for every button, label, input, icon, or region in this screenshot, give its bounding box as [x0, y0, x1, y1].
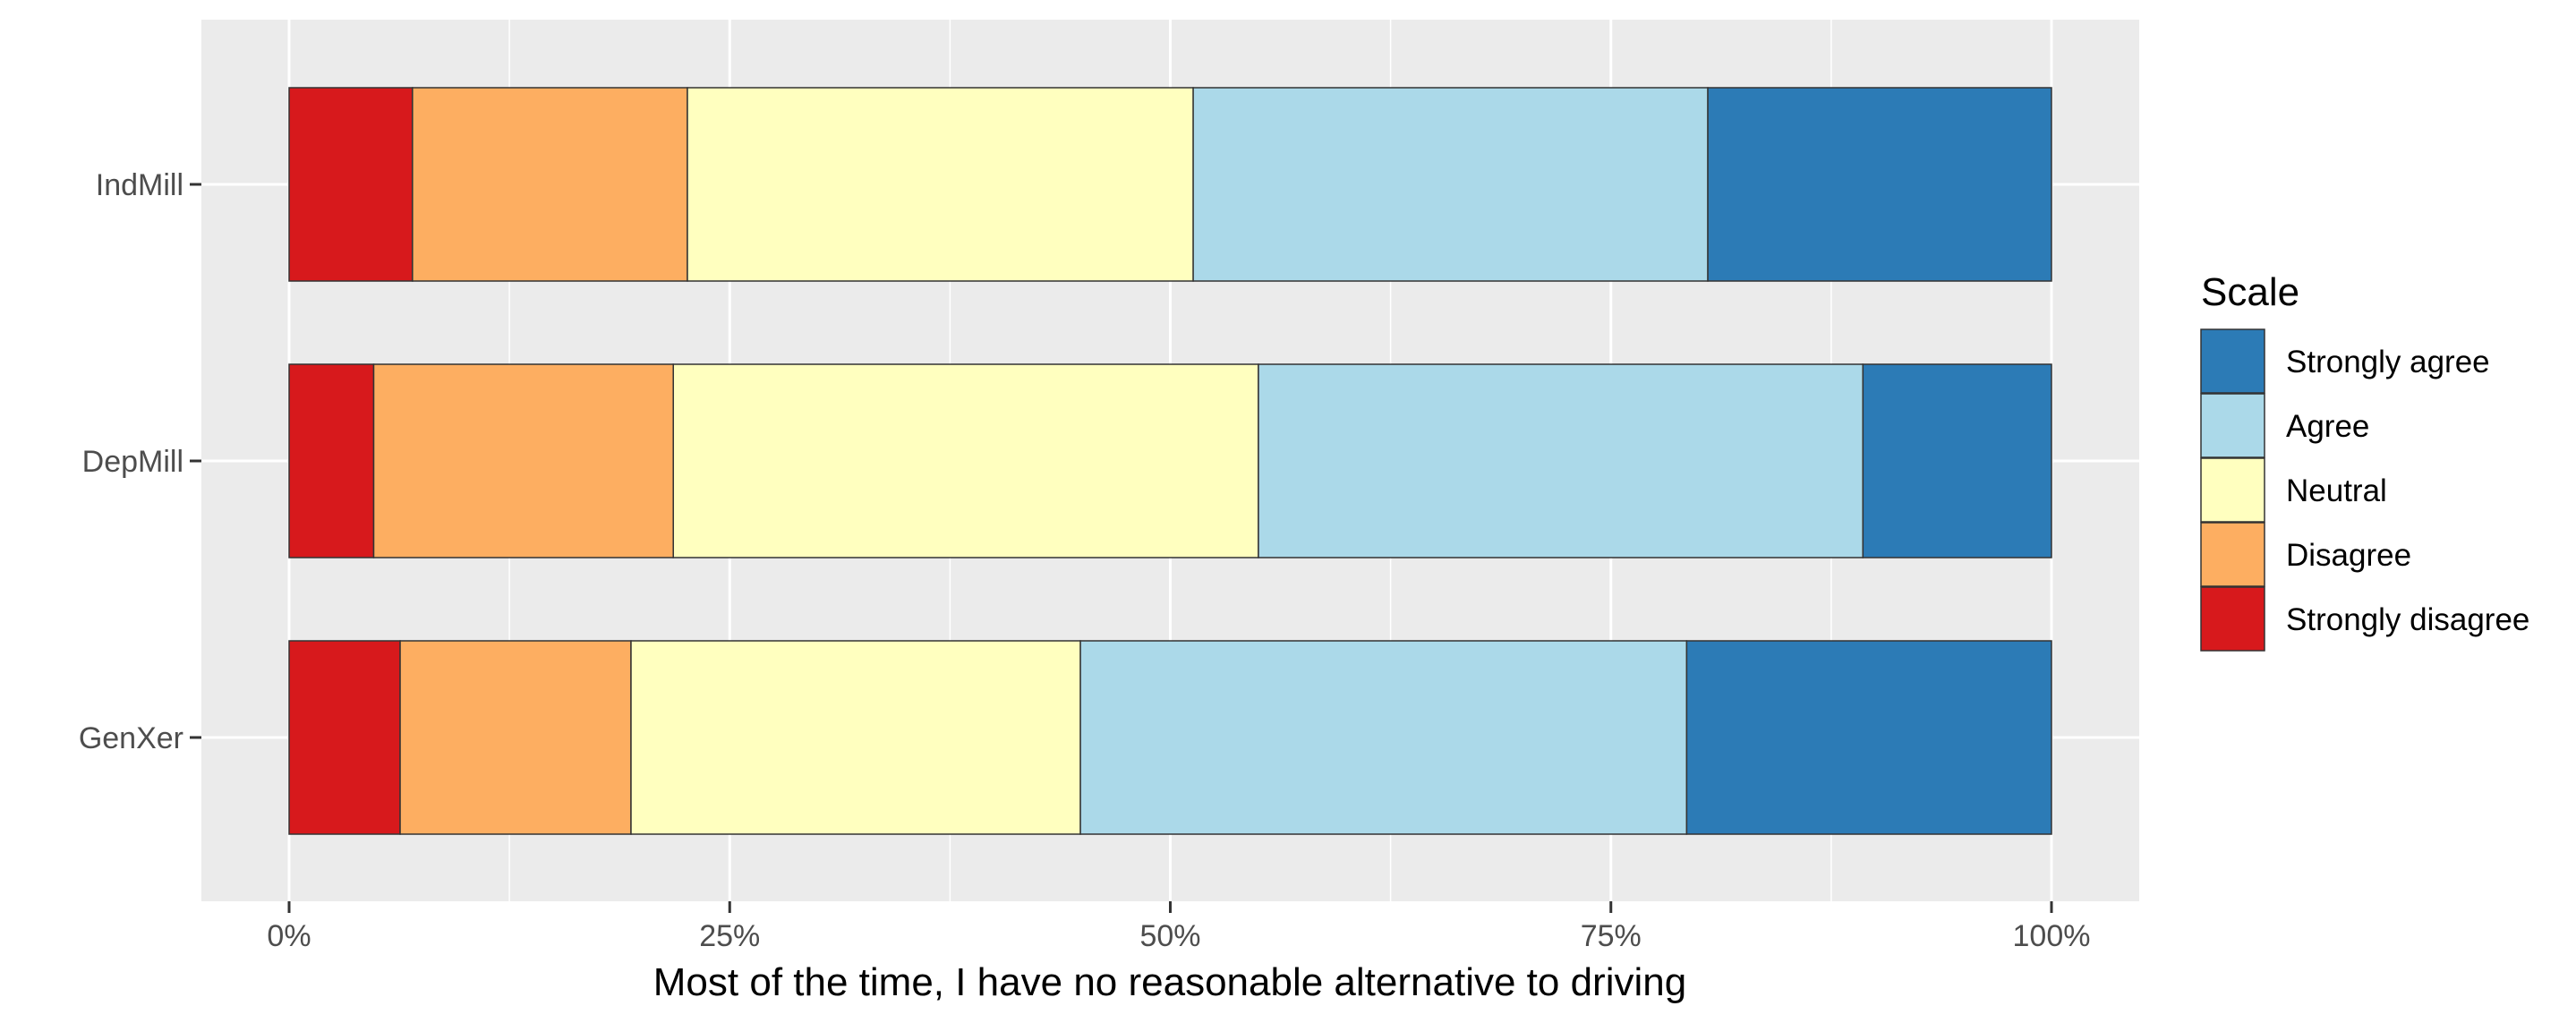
bar-segment	[1258, 363, 1864, 558]
bar-segment	[687, 87, 1194, 282]
legend-swatch	[2200, 457, 2265, 523]
bar-segment	[1079, 640, 1688, 835]
x-axis: 0% 25% 50% 75% 100%	[267, 901, 2090, 953]
x-tick-label: 25%	[699, 919, 760, 953]
bar-segment	[1192, 87, 1709, 282]
legend-label: Strongly disagree	[2286, 602, 2529, 637]
x-tick-label: 50%	[1139, 919, 1200, 953]
bar-segment	[672, 363, 1259, 558]
bar-segment	[288, 363, 375, 558]
legend-title: Scale	[2201, 270, 2299, 314]
bar-segment	[288, 640, 401, 835]
bar-segments	[288, 87, 2052, 835]
legend-label: Agree	[2286, 409, 2369, 444]
bar-segment	[288, 87, 414, 282]
bar-segment	[1707, 87, 2052, 282]
bar-segment	[1685, 640, 2052, 835]
y-tick-label: GenXer	[79, 721, 183, 755]
x-axis-title: Most of the time, I have no reasonable a…	[653, 960, 1686, 1004]
legend: Scale Strongly agree Agree Neutral Disagree…	[2200, 270, 2529, 652]
y-axis: IndMill DepMill GenXer	[79, 168, 201, 755]
bar-segment	[1862, 363, 2052, 558]
bar-segment	[412, 87, 688, 282]
y-tick-label: DepMill	[82, 445, 183, 479]
legend-label: Strongly agree	[2286, 345, 2490, 379]
legend-swatch	[2200, 393, 2265, 458]
x-tick-label: 100%	[2013, 919, 2091, 953]
bar-segment	[630, 640, 1081, 835]
x-tick-label: 0%	[267, 919, 311, 953]
legend-swatch	[2200, 586, 2265, 652]
bar-segment	[399, 640, 632, 835]
legend-label: Neutral	[2286, 473, 2387, 508]
x-tick-label: 75%	[1581, 919, 1642, 953]
legend-swatch	[2200, 328, 2265, 394]
legend-swatch	[2200, 522, 2265, 587]
y-tick-label: IndMill	[96, 168, 183, 202]
legend-label: Disagree	[2286, 538, 2411, 573]
bar-segment	[372, 363, 674, 558]
